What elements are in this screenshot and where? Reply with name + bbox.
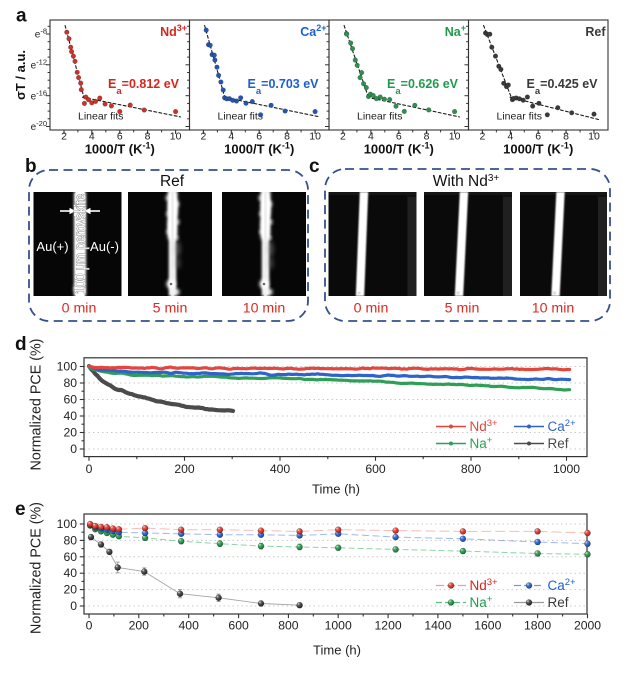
svg-text:Ea=0.703 eV: Ea=0.703 eV: [248, 77, 320, 97]
svg-text:2: 2: [340, 131, 346, 143]
svg-text:Ea=0.812 eV: Ea=0.812 eV: [108, 77, 180, 97]
svg-text:10: 10: [309, 131, 321, 143]
svg-text:Ref: Ref: [160, 173, 185, 190]
svg-text:8: 8: [424, 131, 430, 143]
svg-text:6: 6: [117, 131, 123, 143]
svg-text:20: 20: [63, 426, 77, 440]
svg-text:Nd3+: Nd3+: [470, 418, 499, 435]
svg-text:20: 20: [63, 583, 77, 597]
svg-text:4: 4: [228, 131, 234, 143]
svg-text:Ca2+: Ca2+: [548, 577, 577, 594]
svg-text:60: 60: [63, 550, 77, 564]
svg-text:d: d: [15, 334, 27, 355]
svg-text:800: 800: [278, 619, 299, 633]
svg-text:c: c: [309, 156, 320, 177]
svg-text:0: 0: [70, 442, 77, 456]
svg-text:6: 6: [256, 131, 262, 143]
svg-text:Na+: Na+: [445, 23, 466, 39]
svg-text:1000: 1000: [325, 619, 352, 633]
svg-text:2000: 2000: [574, 619, 601, 633]
svg-text:1000/T (K-1): 1000/T (K-1): [85, 141, 155, 157]
svg-text:1000: 1000: [553, 462, 580, 476]
svg-text:Ea=0.626 eV: Ea=0.626 eV: [387, 77, 459, 97]
svg-text:Ca2+: Ca2+: [300, 23, 326, 39]
svg-text:200: 200: [129, 619, 150, 633]
svg-text:e-16: e-16: [31, 88, 47, 103]
svg-text:60: 60: [63, 393, 77, 407]
svg-text:1400: 1400: [424, 619, 451, 633]
svg-text:a: a: [16, 6, 27, 27]
svg-text:Time (h): Time (h): [312, 482, 360, 497]
svg-text:σT / a.u.: σT / a.u.: [13, 50, 28, 100]
svg-text:0 min: 0 min: [62, 301, 97, 317]
svg-text:100: 100: [57, 517, 78, 531]
svg-text:400: 400: [270, 462, 291, 476]
svg-text:100: 100: [57, 360, 78, 374]
svg-text:10 min: 10 min: [243, 301, 286, 317]
svg-text:Linear fits: Linear fits: [78, 111, 124, 123]
svg-text:Ca2+: Ca2+: [548, 418, 577, 435]
svg-text:8: 8: [145, 131, 151, 143]
svg-text:800: 800: [461, 462, 482, 476]
svg-text:Normalized PCE (%): Normalized PCE (%): [29, 502, 45, 634]
svg-text:Nd3+: Nd3+: [470, 577, 499, 594]
svg-text:1200: 1200: [375, 619, 402, 633]
svg-text:e: e: [15, 499, 26, 520]
svg-text:5 min: 5 min: [153, 301, 188, 317]
svg-text:40: 40: [63, 409, 77, 423]
svg-text:10: 10: [588, 131, 600, 143]
svg-text:Linear fits: Linear fits: [497, 111, 543, 123]
svg-text:Ea=0.425 eV: Ea=0.425 eV: [527, 77, 599, 97]
svg-text:1600: 1600: [474, 619, 501, 633]
svg-text:Linear fits: Linear fits: [357, 111, 403, 123]
svg-text:1000/T (K-1): 1000/T (K-1): [364, 141, 434, 157]
svg-text:600: 600: [365, 462, 386, 476]
svg-text:Ref: Ref: [548, 436, 569, 451]
svg-text:10: 10: [170, 131, 182, 143]
svg-text:80: 80: [63, 376, 77, 390]
svg-text:Linear fits: Linear fits: [218, 111, 264, 123]
svg-text:4: 4: [89, 131, 95, 143]
svg-text:2: 2: [61, 131, 67, 143]
svg-text:e-8: e-8: [35, 26, 47, 41]
svg-text:1000/T (K-1): 1000/T (K-1): [503, 141, 573, 157]
svg-text:Na+: Na+: [470, 594, 493, 611]
svg-text:10 min: 10 min: [532, 301, 575, 317]
svg-text:e-20: e-20: [31, 119, 47, 134]
svg-text:Time (h): Time (h): [313, 643, 361, 658]
svg-text:80: 80: [63, 533, 77, 547]
svg-text:4: 4: [368, 131, 374, 143]
svg-text:5 min: 5 min: [445, 301, 480, 317]
svg-text:200: 200: [174, 462, 195, 476]
svg-text:Au(-): Au(-): [90, 239, 119, 254]
svg-text:Normalized PCE (%): Normalized PCE (%): [29, 339, 45, 471]
svg-text:2: 2: [200, 131, 206, 143]
svg-text:8: 8: [563, 131, 569, 143]
svg-text:40: 40: [63, 566, 77, 580]
svg-text:4: 4: [507, 131, 513, 143]
svg-text:1000/T (K-1): 1000/T (K-1): [224, 141, 294, 157]
svg-text:0: 0: [70, 599, 77, 613]
svg-text:2: 2: [479, 131, 485, 143]
svg-text:100 μm perovskite: 100 μm perovskite: [73, 194, 90, 294]
svg-text:10: 10: [449, 131, 461, 143]
svg-text:Ref: Ref: [585, 25, 606, 39]
svg-text:e-12: e-12: [31, 57, 47, 72]
svg-text:6: 6: [535, 131, 541, 143]
svg-text:1800: 1800: [524, 619, 551, 633]
svg-text:Ref: Ref: [548, 595, 569, 610]
svg-text:6: 6: [396, 131, 402, 143]
svg-text:400: 400: [179, 619, 200, 633]
svg-text:0 min: 0 min: [354, 301, 389, 317]
svg-text:Nd3+: Nd3+: [160, 23, 187, 39]
svg-text:With Nd3+: With Nd3+: [433, 173, 500, 191]
svg-text:0: 0: [86, 619, 93, 633]
svg-text:b: b: [25, 156, 37, 177]
svg-text:Au(+): Au(+): [36, 239, 68, 254]
svg-text:8: 8: [284, 131, 290, 143]
svg-text:600: 600: [228, 619, 249, 633]
svg-text:0: 0: [86, 462, 93, 476]
